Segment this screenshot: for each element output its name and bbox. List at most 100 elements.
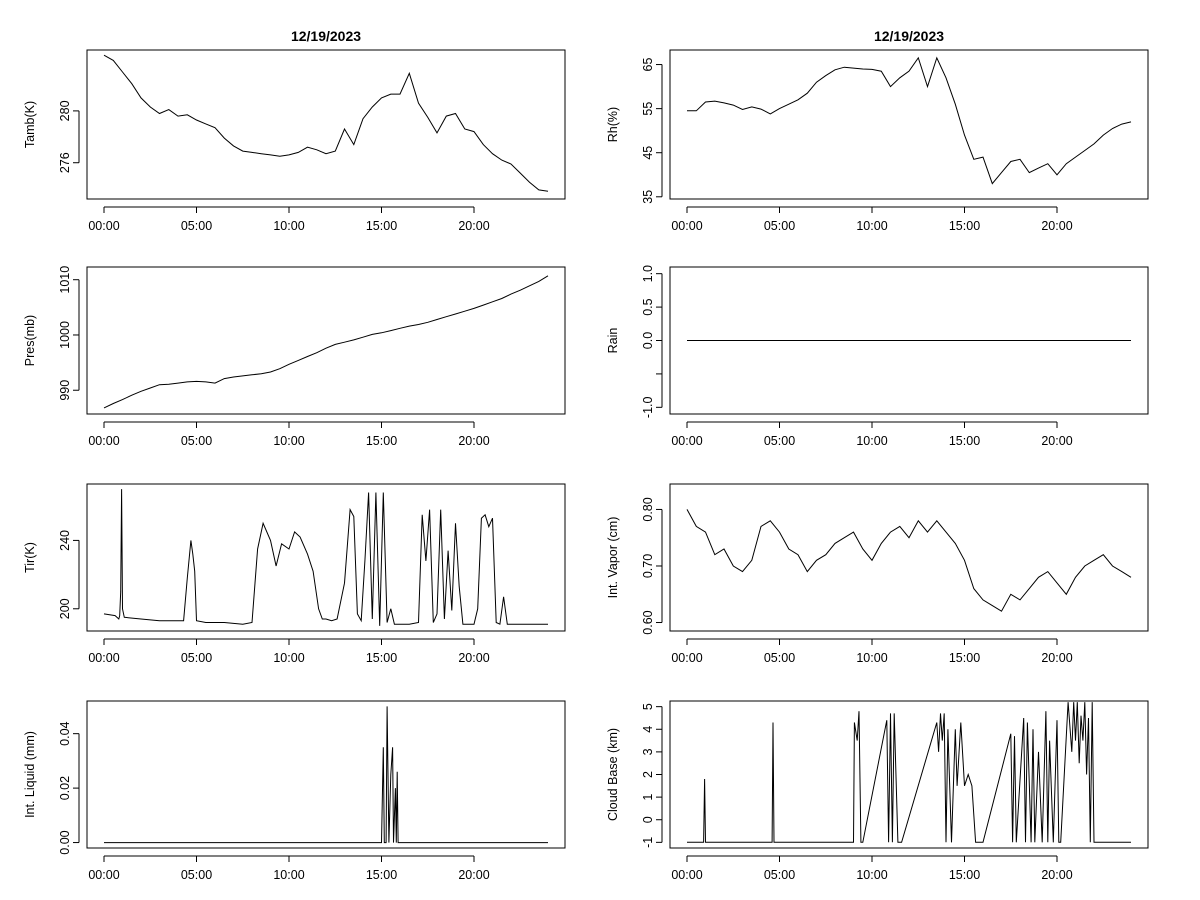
- y-tick-label: 1.0: [641, 265, 655, 282]
- plot-frame: [86, 49, 566, 200]
- y-axis-label: Rh(%): [606, 107, 620, 142]
- x-tick-label: 20:00: [458, 434, 489, 448]
- y-axis-label: Int. Vapor (cm): [606, 517, 620, 599]
- y-tick-label: 45: [641, 146, 655, 160]
- y-tick-label: 2: [641, 771, 655, 778]
- y-axis-label: Tamb(K): [23, 101, 37, 148]
- panel-rain: 00:00 05:00 10:00 15:00 20:00 -1.0 0.0 0.5 1.0 Ra…: [606, 265, 1149, 448]
- x-tick-label: 05:00: [764, 651, 795, 665]
- plot-frame: [669, 49, 1149, 200]
- x-tick-label: 15:00: [949, 868, 980, 882]
- y-tick-label: 0.02: [58, 776, 72, 800]
- plot-frame: [669, 700, 1149, 849]
- series-line: [686, 509, 1132, 612]
- y-tick-label: 0: [641, 816, 655, 823]
- y-tick-label: -1.0: [641, 397, 655, 419]
- plot-frame: [86, 483, 566, 632]
- y-tick-label: -1: [641, 837, 655, 848]
- y-tick-label: 0.80: [641, 497, 655, 521]
- y-axis-label: Rain: [606, 328, 620, 354]
- x-tick-label: 10:00: [856, 651, 887, 665]
- x-tick-label: 10:00: [856, 219, 887, 233]
- y-tick-label: 200: [58, 598, 72, 619]
- y-tick-label: 0.0: [641, 332, 655, 349]
- x-tick-label: 05:00: [181, 868, 212, 882]
- panel-pres-mb: 00:00 05:00 10:00 15:00 20:00 990 1000 1010 Pres…: [23, 266, 566, 448]
- x-tick-label: 05:00: [181, 651, 212, 665]
- x-tick-label: 20:00: [1041, 651, 1072, 665]
- y-tick-label: 990: [58, 380, 72, 401]
- series-line: [103, 54, 549, 192]
- x-tick-label: 00:00: [88, 434, 119, 448]
- x-tick-label: 15:00: [949, 219, 980, 233]
- x-tick-label: 05:00: [181, 219, 212, 233]
- x-tick-label: 15:00: [949, 651, 980, 665]
- y-tick-label: 1010: [58, 266, 72, 294]
- y-tick-label: 5: [641, 703, 655, 710]
- x-tick-label: 00:00: [88, 651, 119, 665]
- y-tick-label: 55: [641, 102, 655, 116]
- panel-cloud-base-km: 00:00 05:00 10:00 15:00 20:00 -1 0 1 2 3 4 5 Cloud B…: [606, 700, 1149, 882]
- series-line: [687, 702, 1131, 843]
- x-tick-label: 20:00: [1041, 868, 1072, 882]
- x-tick-label: 15:00: [366, 651, 397, 665]
- x-tick-label: 10:00: [273, 434, 304, 448]
- y-tick-label: 4: [641, 726, 655, 733]
- y-tick-label: 65: [641, 58, 655, 72]
- plot-frame: [669, 483, 1149, 632]
- x-tick-label: 15:00: [366, 434, 397, 448]
- y-tick-label: 35: [641, 190, 655, 204]
- x-tick-label: 00:00: [671, 219, 702, 233]
- x-tick-label: 20:00: [458, 219, 489, 233]
- x-tick-label: 00:00: [671, 868, 702, 882]
- plot-frame: [669, 266, 1149, 415]
- chart-title: 12/19/2023: [291, 28, 361, 44]
- x-tick-label: 05:00: [764, 434, 795, 448]
- y-axis-label: Tir(K): [23, 542, 37, 573]
- y-tick-label: 0.60: [641, 610, 655, 634]
- x-tick-label: 10:00: [856, 868, 887, 882]
- y-tick-label: 3: [641, 748, 655, 755]
- x-tick-label: 00:00: [88, 219, 119, 233]
- y-tick-label: 1000: [58, 321, 72, 349]
- series-line: [687, 56, 1132, 185]
- x-tick-label: 15:00: [366, 868, 397, 882]
- panel-int-vapor-cm: 00:00 05:00 10:00 15:00 20:00 0.60 0.70 0.80 Int…: [606, 483, 1149, 665]
- y-tick-label: 240: [58, 530, 72, 551]
- y-tick-label: 1: [641, 794, 655, 801]
- x-tick-label: 20:00: [458, 868, 489, 882]
- x-tick-label: 10:00: [856, 434, 887, 448]
- y-tick-label: 276: [58, 152, 72, 173]
- x-tick-label: 15:00: [949, 434, 980, 448]
- plot-frame: [86, 266, 566, 415]
- series-line: [103, 275, 549, 409]
- chart-title: 12/19/2023: [874, 28, 944, 44]
- x-tick-label: 20:00: [1041, 219, 1072, 233]
- x-tick-label: 10:00: [273, 868, 304, 882]
- y-tick-label: 0.70: [641, 554, 655, 578]
- x-tick-label: 15:00: [366, 219, 397, 233]
- x-tick-label: 05:00: [181, 434, 212, 448]
- x-tick-label: 10:00: [273, 219, 304, 233]
- x-tick-label: 20:00: [1041, 434, 1072, 448]
- x-tick-label: 10:00: [273, 651, 304, 665]
- plot-frame: [86, 700, 566, 849]
- y-axis-label: Cloud Base (km): [606, 728, 620, 821]
- panel-tir-k: 00:00 05:00 10:00 15:00 20:00 200 240 Tir(K): [23, 483, 566, 665]
- series-line: [103, 489, 548, 626]
- x-tick-label: 05:00: [764, 868, 795, 882]
- y-tick-label: 0.04: [58, 721, 72, 745]
- y-axis-label: Int. Liquid (mm): [23, 731, 37, 818]
- panel-tamb-k: 12/19/2023 00:00 05:00 10:00 15:00 20:00 276 28…: [23, 28, 566, 233]
- y-tick-label: 280: [58, 100, 72, 121]
- y-tick-label: 0.5: [641, 298, 655, 315]
- series-line: [104, 706, 548, 844]
- x-tick-label: 00:00: [671, 651, 702, 665]
- y-axis-label: Pres(mb): [23, 315, 37, 366]
- x-tick-label: 05:00: [764, 219, 795, 233]
- x-tick-label: 20:00: [458, 651, 489, 665]
- panel-rh: 12/19/2023 00:00 05:00 10:00 15:00 20:00 35 45 5…: [606, 28, 1149, 233]
- y-tick-label: 0.00: [58, 830, 72, 854]
- panel-int-liquid-mm: 00:00 05:00 10:00 15:00 20:00 0.00 0.02 0.04 Int…: [23, 700, 566, 882]
